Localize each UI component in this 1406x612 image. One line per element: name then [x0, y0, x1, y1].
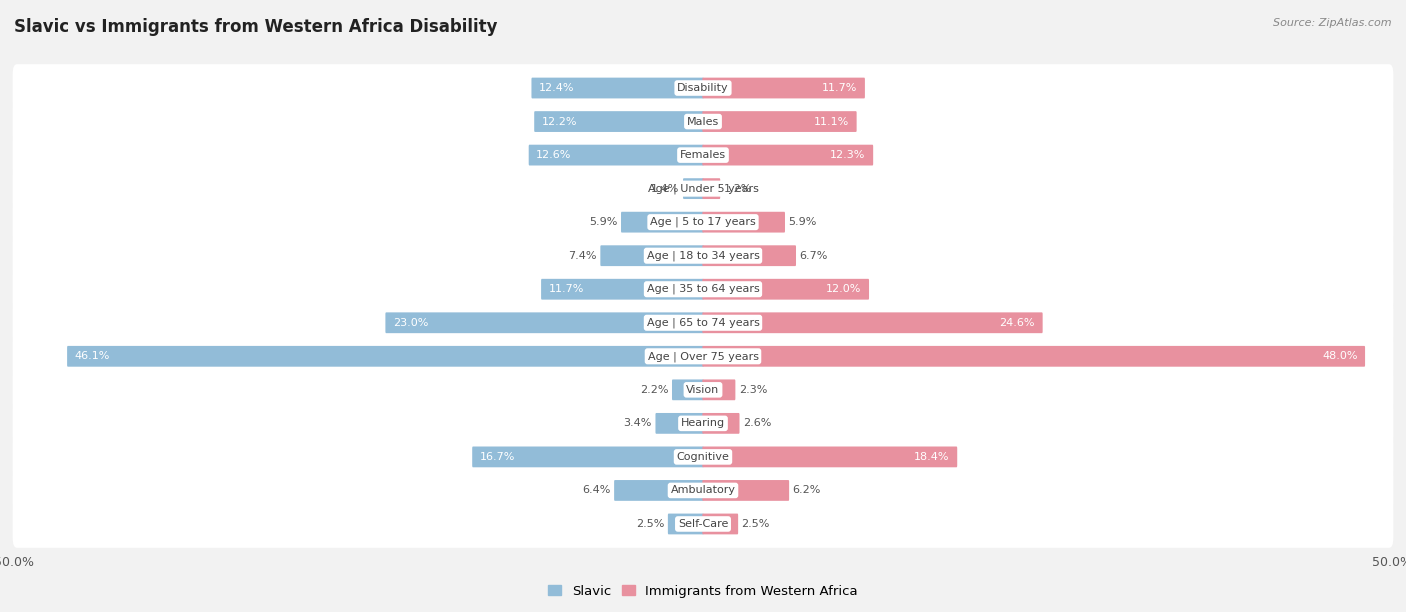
Text: 12.2%: 12.2% — [541, 116, 578, 127]
Text: Vision: Vision — [686, 385, 720, 395]
Text: 6.4%: 6.4% — [582, 485, 610, 496]
FancyBboxPatch shape — [703, 346, 1365, 367]
Text: Slavic vs Immigrants from Western Africa Disability: Slavic vs Immigrants from Western Africa… — [14, 18, 498, 36]
Text: Age | 35 to 64 years: Age | 35 to 64 years — [647, 284, 759, 294]
FancyBboxPatch shape — [655, 413, 703, 434]
FancyBboxPatch shape — [703, 379, 735, 400]
FancyBboxPatch shape — [541, 279, 703, 300]
Text: 48.0%: 48.0% — [1322, 351, 1358, 361]
Text: 6.2%: 6.2% — [793, 485, 821, 496]
FancyBboxPatch shape — [13, 132, 1393, 179]
FancyBboxPatch shape — [13, 98, 1393, 146]
FancyBboxPatch shape — [703, 78, 865, 99]
Text: 1.2%: 1.2% — [724, 184, 752, 193]
Text: 12.0%: 12.0% — [827, 284, 862, 294]
FancyBboxPatch shape — [703, 513, 738, 534]
Text: 3.4%: 3.4% — [624, 419, 652, 428]
FancyBboxPatch shape — [13, 232, 1393, 280]
Text: Age | 18 to 34 years: Age | 18 to 34 years — [647, 250, 759, 261]
Text: 7.4%: 7.4% — [568, 251, 598, 261]
Text: 2.2%: 2.2% — [640, 385, 669, 395]
Text: Ambulatory: Ambulatory — [671, 485, 735, 496]
Text: Age | Under 5 years: Age | Under 5 years — [648, 184, 758, 194]
FancyBboxPatch shape — [529, 144, 703, 165]
FancyBboxPatch shape — [13, 64, 1393, 112]
Text: Age | Over 75 years: Age | Over 75 years — [648, 351, 758, 362]
Text: 2.5%: 2.5% — [636, 519, 665, 529]
FancyBboxPatch shape — [703, 111, 856, 132]
FancyBboxPatch shape — [600, 245, 703, 266]
Text: Source: ZipAtlas.com: Source: ZipAtlas.com — [1274, 18, 1392, 28]
FancyBboxPatch shape — [13, 299, 1393, 346]
Text: 5.9%: 5.9% — [789, 217, 817, 227]
FancyBboxPatch shape — [13, 500, 1393, 548]
Text: 11.1%: 11.1% — [814, 116, 849, 127]
Text: 24.6%: 24.6% — [1000, 318, 1035, 328]
Text: Self-Care: Self-Care — [678, 519, 728, 529]
FancyBboxPatch shape — [13, 400, 1393, 447]
Text: 18.4%: 18.4% — [914, 452, 949, 462]
Text: 1.4%: 1.4% — [651, 184, 679, 193]
FancyBboxPatch shape — [13, 198, 1393, 246]
FancyBboxPatch shape — [13, 332, 1393, 380]
FancyBboxPatch shape — [13, 433, 1393, 480]
FancyBboxPatch shape — [385, 312, 703, 333]
FancyBboxPatch shape — [683, 178, 703, 199]
FancyBboxPatch shape — [703, 312, 1043, 333]
FancyBboxPatch shape — [472, 447, 703, 468]
Text: Disability: Disability — [678, 83, 728, 93]
Text: 46.1%: 46.1% — [75, 351, 110, 361]
Text: Age | 5 to 17 years: Age | 5 to 17 years — [650, 217, 756, 228]
Text: Males: Males — [688, 116, 718, 127]
FancyBboxPatch shape — [703, 279, 869, 300]
Text: 6.7%: 6.7% — [800, 251, 828, 261]
Text: 12.6%: 12.6% — [536, 150, 572, 160]
FancyBboxPatch shape — [672, 379, 703, 400]
Text: 12.3%: 12.3% — [830, 150, 866, 160]
FancyBboxPatch shape — [13, 466, 1393, 514]
FancyBboxPatch shape — [13, 165, 1393, 212]
FancyBboxPatch shape — [67, 346, 703, 367]
Text: 11.7%: 11.7% — [548, 284, 583, 294]
Text: 23.0%: 23.0% — [392, 318, 429, 328]
FancyBboxPatch shape — [621, 212, 703, 233]
FancyBboxPatch shape — [703, 480, 789, 501]
Text: 12.4%: 12.4% — [538, 83, 575, 93]
Text: Hearing: Hearing — [681, 419, 725, 428]
Text: 2.3%: 2.3% — [738, 385, 768, 395]
Legend: Slavic, Immigrants from Western Africa: Slavic, Immigrants from Western Africa — [543, 580, 863, 603]
FancyBboxPatch shape — [534, 111, 703, 132]
Text: 2.5%: 2.5% — [741, 519, 770, 529]
FancyBboxPatch shape — [703, 178, 720, 199]
Text: Females: Females — [681, 150, 725, 160]
FancyBboxPatch shape — [703, 447, 957, 468]
Text: 11.7%: 11.7% — [823, 83, 858, 93]
FancyBboxPatch shape — [614, 480, 703, 501]
FancyBboxPatch shape — [703, 413, 740, 434]
Text: 16.7%: 16.7% — [479, 452, 515, 462]
FancyBboxPatch shape — [703, 245, 796, 266]
FancyBboxPatch shape — [703, 144, 873, 165]
FancyBboxPatch shape — [13, 366, 1393, 414]
Text: Cognitive: Cognitive — [676, 452, 730, 462]
Text: 5.9%: 5.9% — [589, 217, 617, 227]
Text: 2.6%: 2.6% — [742, 419, 772, 428]
Text: Age | 65 to 74 years: Age | 65 to 74 years — [647, 318, 759, 328]
FancyBboxPatch shape — [531, 78, 703, 99]
FancyBboxPatch shape — [668, 513, 703, 534]
FancyBboxPatch shape — [13, 266, 1393, 313]
FancyBboxPatch shape — [703, 212, 785, 233]
